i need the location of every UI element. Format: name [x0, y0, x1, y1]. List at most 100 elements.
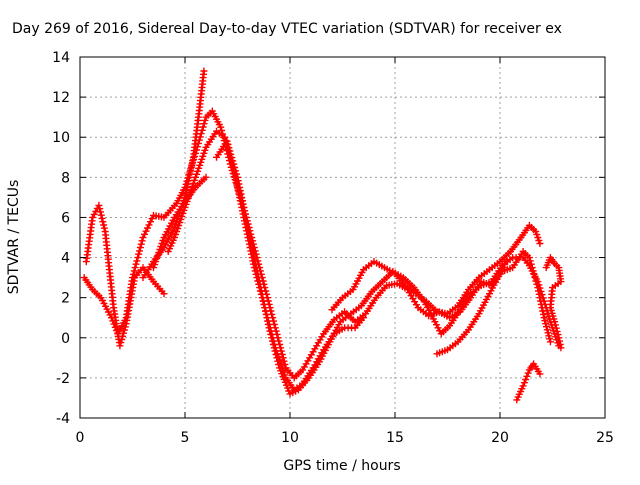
data-point-marker — [137, 240, 145, 248]
y-tick-label: -4 — [56, 411, 70, 427]
data-point-marker — [138, 237, 146, 245]
data-point-marker — [96, 205, 104, 213]
data-point-marker — [433, 321, 440, 329]
data-point-marker — [534, 278, 542, 286]
data-point-marker — [221, 133, 229, 141]
data-point-marker — [525, 254, 533, 262]
data-point-marker — [139, 234, 147, 241]
data-point-marker — [538, 291, 546, 299]
data-point-marker — [186, 170, 194, 178]
data-point-marker — [235, 180, 243, 188]
data-point-marker — [232, 167, 240, 175]
data-point-marker — [116, 342, 124, 350]
data-point-marker — [557, 344, 565, 352]
data-point-marker — [535, 281, 543, 289]
axis-ticks: 0 5 10 15 20 25 -4 -2 0 2 4 6 8 10 12 14 — [52, 50, 614, 446]
data-point-marker — [245, 230, 253, 238]
data-point-marker — [230, 160, 238, 168]
x-tick-label: 15 — [386, 430, 404, 446]
data-point-marker — [523, 372, 531, 380]
data-point-marker — [147, 218, 154, 226]
plot-frame — [79, 56, 606, 419]
data-point-marker — [551, 318, 559, 326]
y-axis-label: SDTVAR / TECUs — [6, 180, 22, 295]
series-trace-1 — [82, 201, 168, 350]
data-point-marker — [135, 250, 143, 258]
series-trace-10 — [542, 254, 565, 352]
data-point-marker — [223, 137, 231, 145]
data-point-marker — [540, 297, 548, 305]
data-point-marker — [121, 323, 129, 331]
data-point-marker — [189, 179, 197, 187]
y-tick-label: 4 — [61, 251, 70, 267]
series-trace-2 — [80, 107, 554, 382]
data-point-marker — [100, 224, 108, 232]
data-point-marker — [554, 331, 562, 339]
series-trace-7 — [328, 222, 544, 318]
data-point-marker — [225, 144, 233, 152]
grid — [80, 57, 605, 418]
data-point-marker — [275, 361, 283, 368]
data-point-marker — [144, 224, 151, 232]
data-point-marker — [110, 320, 118, 328]
data-point-marker — [99, 218, 107, 226]
data-point-marker — [524, 369, 532, 377]
data-point-marker — [217, 123, 225, 131]
data-point-marker — [360, 314, 367, 322]
data-point-marker — [274, 357, 282, 365]
data-point-marker — [233, 170, 240, 178]
x-tick-label: 25 — [596, 430, 614, 446]
data-point-marker — [546, 338, 554, 346]
data-point-marker — [131, 264, 139, 272]
data-point-marker — [201, 116, 209, 124]
data-point-marker — [202, 173, 210, 181]
data-point-marker — [280, 357, 288, 365]
data-point-marker — [268, 334, 276, 342]
data-point-marker — [265, 324, 273, 332]
y-tick-label: 14 — [52, 50, 70, 66]
y-tick-label: 6 — [61, 210, 70, 226]
data-point-marker — [136, 244, 144, 251]
data-point-marker — [199, 123, 207, 131]
data-point-marker — [553, 327, 561, 335]
data-point-marker — [145, 221, 153, 229]
data-point-marker — [266, 327, 274, 335]
data-point-marker — [537, 287, 545, 295]
data-point-marker — [269, 337, 276, 345]
data-point-marker — [273, 354, 281, 362]
data-point-marker — [109, 317, 117, 325]
data-point-marker — [129, 274, 136, 282]
series-trace-4 — [150, 173, 210, 272]
x-tick-label: 10 — [281, 430, 299, 446]
data-point-marker — [133, 257, 141, 265]
data-point-marker — [502, 258, 510, 266]
data-point-marker — [270, 344, 278, 352]
data-point-marker — [141, 230, 148, 238]
data-point-marker — [119, 332, 127, 340]
data-point-marker — [108, 314, 115, 322]
data-point-marker — [98, 214, 106, 222]
data-point-marker — [229, 157, 237, 165]
data-point-marker — [227, 150, 235, 158]
data-point-marker — [520, 379, 528, 387]
series-trace-5 — [164, 127, 367, 394]
data-point-marker — [118, 336, 126, 343]
data-point-marker — [231, 164, 239, 171]
x-tick-label: 0 — [76, 430, 85, 446]
data-point-marker — [536, 240, 544, 247]
data-point-marker — [543, 323, 550, 331]
data-point-marker — [154, 252, 162, 260]
chart-title: Day 269 of 2016, Sidereal Day-to-day VTE… — [12, 21, 562, 37]
series-layer — [80, 67, 565, 404]
data-point-marker — [539, 294, 547, 302]
data-point-marker — [536, 370, 544, 378]
y-tick-label: 10 — [52, 130, 70, 146]
data-point-marker — [130, 267, 138, 275]
data-point-marker — [271, 347, 279, 355]
data-point-marker — [111, 323, 119, 331]
data-point-marker — [200, 120, 208, 128]
data-point-marker — [267, 330, 275, 338]
data-point-marker — [200, 67, 208, 75]
data-point-marker — [269, 341, 277, 348]
